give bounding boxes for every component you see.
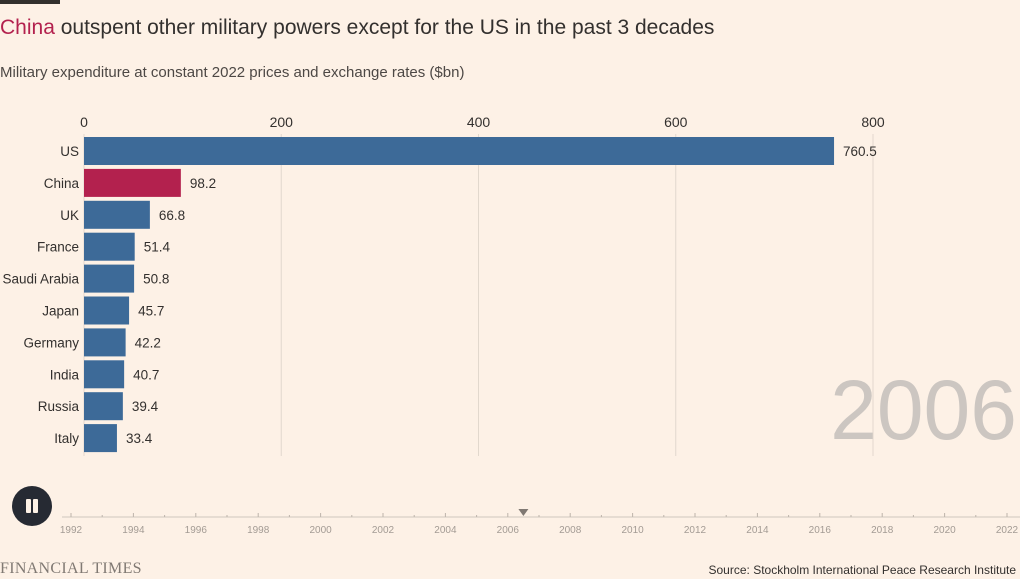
value-label: 66.8 [159, 208, 185, 223]
category-label: France [37, 240, 79, 255]
bar-chart: 2006 0 200 400 600 800 US 760.5 China 98.2 UK 66.… [2, 114, 1020, 536]
timeline-year-label: 1994 [122, 525, 145, 536]
x-tick-label: 800 [861, 114, 885, 130]
timeline-year-label: 2000 [309, 525, 332, 536]
ft-logo: FINANCIAL TIMES [0, 560, 142, 577]
timeline-year-label: 2004 [434, 525, 457, 536]
category-label: Italy [54, 431, 79, 446]
value-label: 45.7 [138, 304, 164, 319]
timeline-year-label: 1996 [185, 525, 208, 536]
timeline-year-label: 1998 [247, 525, 270, 536]
chart-subtitle: Military expenditure at constant 2022 pr… [0, 64, 465, 81]
value-label: 39.4 [132, 399, 159, 414]
current-year-label: 2006 [830, 363, 1017, 457]
value-label: 40.7 [133, 367, 159, 382]
timeline-year-label: 2022 [996, 525, 1019, 536]
bars: US 760.5 China 98.2 UK 66.8 France 51.4 Saudi Ar… [2, 137, 877, 453]
timeline-year-label: 2010 [621, 525, 644, 536]
bar-france [84, 232, 135, 261]
timeline-year-label: 2008 [559, 525, 582, 536]
pause-button[interactable] [12, 486, 52, 526]
timeline-year-label: 2002 [372, 525, 395, 536]
value-label: 98.2 [190, 176, 216, 191]
source-note: Source: Stockholm International Peace Re… [708, 563, 1017, 577]
bar-russia [84, 392, 123, 421]
timeline-year-label: 2006 [497, 525, 520, 536]
timeline-year-label: 2020 [933, 525, 956, 536]
category-label: Japan [42, 304, 79, 319]
x-axis-ticks: 0 200 400 600 800 [80, 114, 885, 130]
timeline-year-label: 2016 [809, 525, 832, 536]
value-label: 50.8 [143, 272, 169, 287]
category-label: India [50, 367, 80, 382]
pause-icon-bar [33, 499, 38, 513]
bar-italy [84, 424, 117, 453]
category-label: Russia [38, 399, 80, 414]
bar-japan [84, 296, 130, 325]
bar-china [84, 168, 181, 197]
pause-icon [26, 499, 31, 513]
category-label: China [44, 176, 80, 191]
x-tick-label: 400 [467, 114, 491, 130]
bar-uk [84, 200, 150, 229]
value-label: 51.4 [144, 240, 171, 255]
title-accent: China [0, 16, 55, 39]
category-label: Germany [23, 335, 79, 350]
bar-us [84, 137, 835, 165]
x-tick-label: 600 [664, 114, 688, 130]
timeline-year-label: 2018 [871, 525, 894, 536]
x-tick-label: 200 [270, 114, 294, 130]
timeline-handle[interactable] [518, 509, 529, 516]
bar-germany [84, 328, 126, 357]
title-text: outspent other military powers except fo… [54, 16, 715, 39]
timeline-year-label: 2012 [684, 525, 707, 536]
chart-title: China outspent other military powers exc… [0, 16, 714, 40]
value-label: 42.2 [135, 335, 161, 350]
bar-india [84, 360, 125, 389]
x-tick-label: 0 [80, 114, 88, 130]
top-rule [0, 0, 60, 4]
value-label: 760.5 [843, 144, 877, 159]
category-label: UK [60, 208, 79, 223]
category-label: US [60, 144, 79, 159]
category-label: Saudi Arabia [2, 272, 79, 287]
timeline-year-label: 1992 [60, 525, 83, 536]
value-label: 33.4 [126, 431, 153, 446]
timeline-year-label: 2014 [746, 525, 769, 536]
bar-saudi-arabia [84, 264, 135, 293]
timeline-slider[interactable]: 1992 1994 1996 1998 2000 2002 2004 2006 2008 2010… [60, 509, 1020, 536]
